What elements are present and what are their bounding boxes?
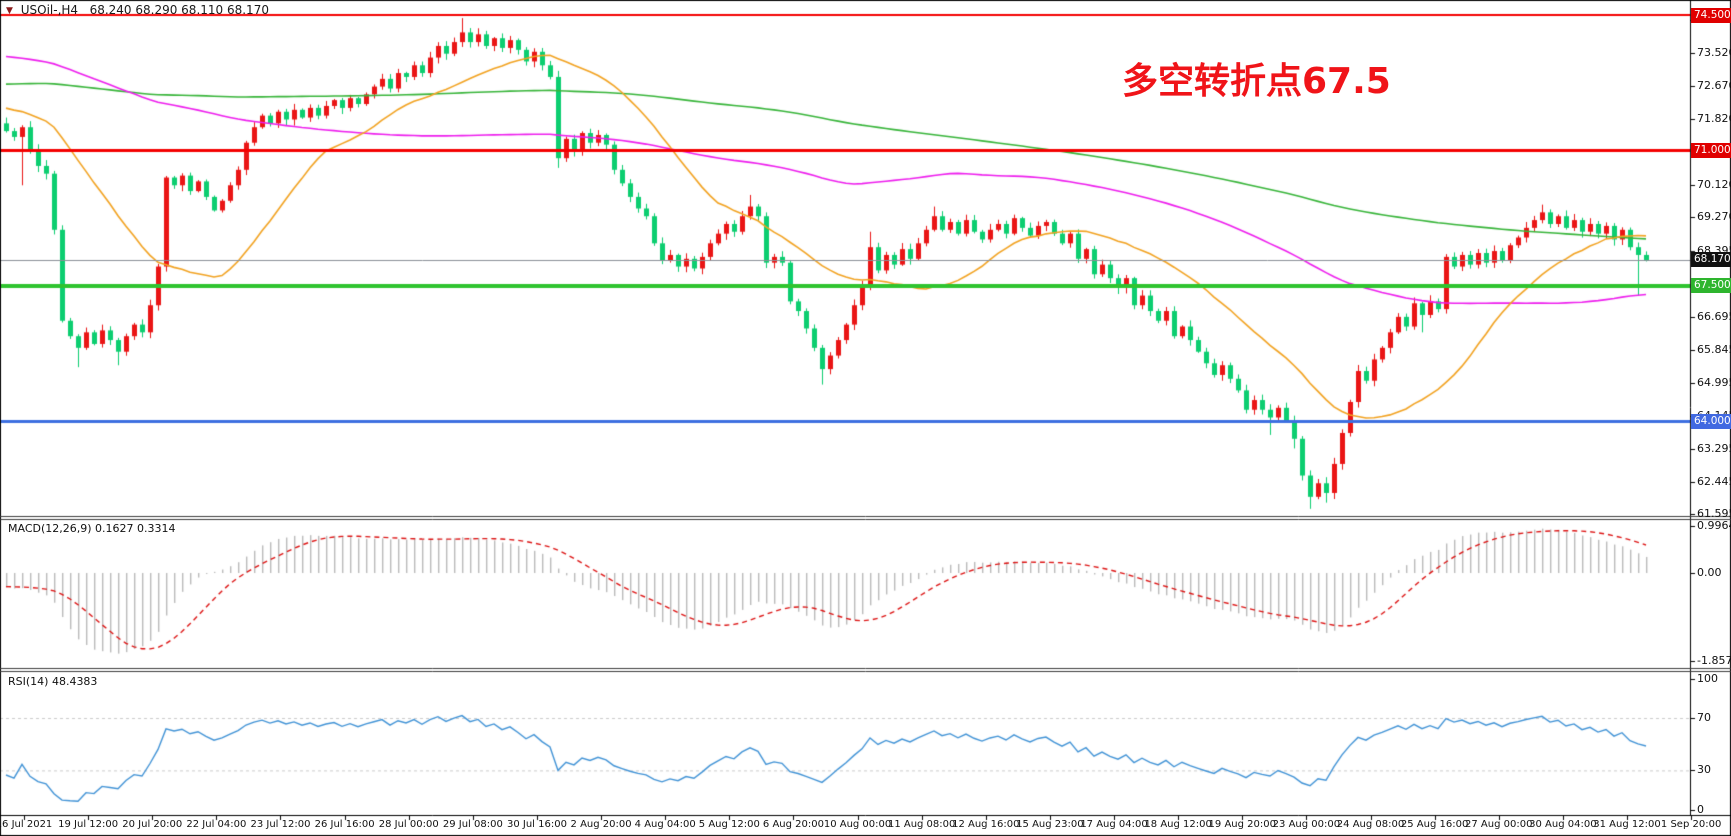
price-level-badge: 68.170	[1691, 252, 1731, 268]
price-tick-label: 71.820	[1697, 111, 1731, 125]
price-level-badge: 64.000	[1691, 413, 1731, 429]
price-tick-label: 62.445	[1697, 474, 1731, 488]
time-tick-label: 24 Aug 08:00	[1336, 819, 1405, 830]
time-tick-label: 23 Aug 00:00	[1272, 819, 1341, 830]
time-tick-label: 17 Aug 04:00	[1080, 819, 1148, 830]
triangle-down-icon[interactable]: ▼	[6, 6, 13, 16]
symbol-period-label: USOil-,H4	[20, 3, 79, 17]
macd-indicator-label: MACD(12,26,9) 0.1627 0.3314	[8, 522, 176, 535]
macd-tick-label: -1.8579	[1697, 654, 1731, 668]
time-tick-label: 11 Aug 08:00	[887, 819, 956, 830]
time-tick-label: 15 Aug 23:00	[1016, 819, 1084, 830]
price-tick-label: 70.120	[1697, 177, 1731, 191]
time-tick-label: 20 Jul 20:00	[122, 819, 183, 830]
time-tick-label: 30 Jul 16:00	[506, 819, 567, 830]
time-tick-label: 4 Aug 04:00	[634, 819, 696, 830]
price-tick-label: 69.270	[1697, 210, 1731, 224]
time-tick-label: 16 Jul 2021	[0, 819, 53, 830]
time-tick-label: 29 Jul 08:00	[442, 819, 503, 830]
time-tick-label: 22 Jul 04:00	[186, 819, 247, 830]
time-tick-label: 25 Aug 16:00	[1400, 819, 1469, 830]
price-tick-label: 73.520	[1697, 45, 1731, 59]
time-tick-label: 30 Aug 04:00	[1529, 819, 1597, 830]
time-tick-label: 5 Aug 12:00	[698, 819, 760, 830]
time-tick-label: 12 Aug 16:00	[952, 819, 1020, 830]
time-tick-label: 23 Jul 12:00	[250, 819, 311, 830]
price-tick-label: 72.670	[1697, 78, 1731, 92]
symbol-header: ▼ USOil-,H4 68.240 68.290 68.110 68.170	[6, 3, 269, 17]
ohlc-quote-label: 68.240 68.290 68.110 68.170	[89, 3, 269, 17]
time-tick-label: 26 Jul 16:00	[314, 819, 375, 830]
rsi-indicator-label: RSI(14) 48.4383	[8, 675, 98, 688]
time-tick-label: 19 Aug 20:00	[1208, 819, 1276, 830]
time-tick-label: 6 Aug 20:00	[762, 819, 824, 830]
price-level-badge: 74.500	[1691, 7, 1731, 23]
rsi-tick-label: 70	[1697, 711, 1711, 724]
time-tick-label: 28 Jul 00:00	[378, 819, 439, 830]
macd-tick-label: 0.00	[1697, 566, 1722, 579]
rsi-tick-label: 100	[1697, 671, 1718, 685]
time-tick-label: 27 Aug 00:00	[1465, 819, 1533, 830]
price-tick-label: 65.845	[1697, 342, 1731, 356]
chart-annotation-text: 多空转折点67.5	[1122, 61, 1391, 102]
time-tick-label: 19 Jul 12:00	[58, 819, 119, 830]
time-tick-label: 1 Sep 20:00	[1660, 819, 1722, 830]
time-tick-label: 10 Aug 00:00	[823, 819, 892, 830]
rsi-tick-label: 30	[1697, 763, 1711, 777]
time-tick-label: 2 Aug 20:00	[570, 819, 632, 830]
macd-tick-label: 0.9964	[1697, 518, 1731, 532]
time-tick-label: 31 Aug 12:00	[1593, 819, 1661, 830]
price-tick-label: 61.595	[1697, 507, 1731, 521]
time-tick-label: 18 Aug 12:00	[1144, 819, 1212, 830]
price-tick-label: 64.995	[1697, 375, 1731, 389]
price-tick-label: 63.295	[1697, 441, 1731, 455]
rsi-tick-label: 0	[1697, 802, 1704, 816]
price-level-badge: 67.500	[1691, 278, 1731, 294]
price-level-badge: 71.000	[1691, 142, 1731, 158]
price-tick-label: 66.695	[1697, 310, 1731, 324]
